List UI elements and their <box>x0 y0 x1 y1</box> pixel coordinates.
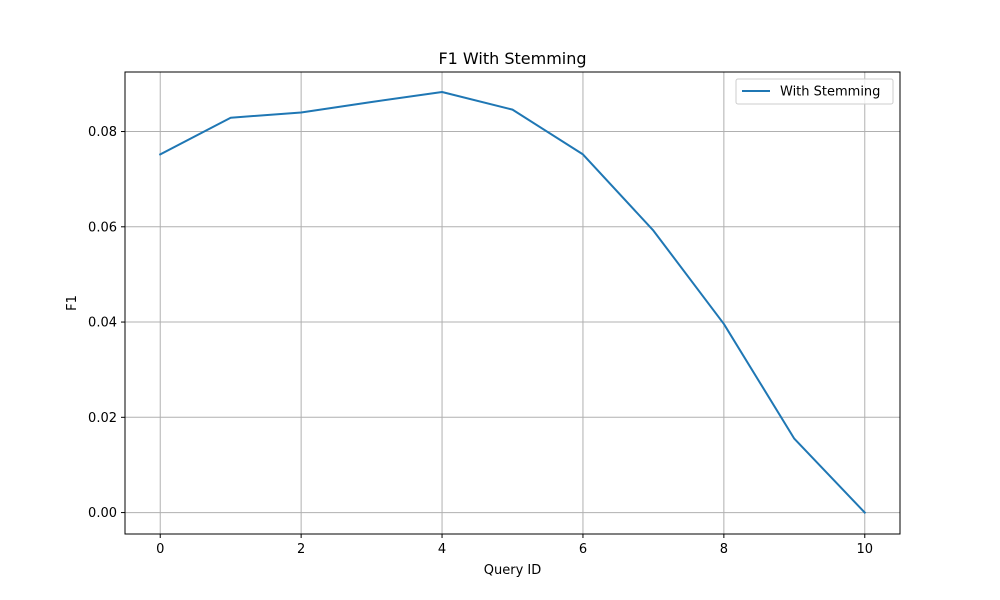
data-point <box>159 153 161 155</box>
data-point <box>300 111 302 113</box>
x-tick-label: 10 <box>856 542 873 557</box>
x-tick-label: 8 <box>720 542 728 557</box>
data-point <box>723 323 725 325</box>
data-point <box>512 109 514 111</box>
y-tick-label: 0.02 <box>88 411 117 426</box>
x-tick-label: 0 <box>156 542 164 557</box>
chart-title: F1 With Stemming <box>438 49 586 68</box>
y-tick-label: 0.04 <box>88 316 117 331</box>
data-point <box>793 438 795 440</box>
x-tick-label: 2 <box>297 542 305 557</box>
plot-area-frame <box>124 71 901 535</box>
grid <box>125 72 900 534</box>
x-axis-label: Query ID <box>484 563 541 578</box>
y-tick-label: 0.00 <box>88 506 117 521</box>
legend: With Stemming <box>735 78 894 105</box>
series-layer <box>158 91 867 514</box>
data-point <box>230 117 232 119</box>
data-point <box>371 101 373 103</box>
y-axis-label: F1 <box>65 295 80 311</box>
x-tick-label: 6 <box>579 542 587 557</box>
legend-box <box>735 78 894 105</box>
data-point <box>652 230 654 232</box>
data-point <box>864 512 866 514</box>
y-tick-label: 0.08 <box>88 125 117 140</box>
series-line <box>158 91 867 514</box>
data-point <box>582 153 584 155</box>
data-point <box>441 91 443 93</box>
y-tick-label: 0.06 <box>88 220 117 235</box>
x-tick-label: 4 <box>438 542 446 557</box>
legend-label: With Stemming <box>780 85 880 100</box>
axis-ticks: 0 2 4 6 8 10 0.00 0.02 0.04 0.06 0.08 <box>88 125 873 557</box>
